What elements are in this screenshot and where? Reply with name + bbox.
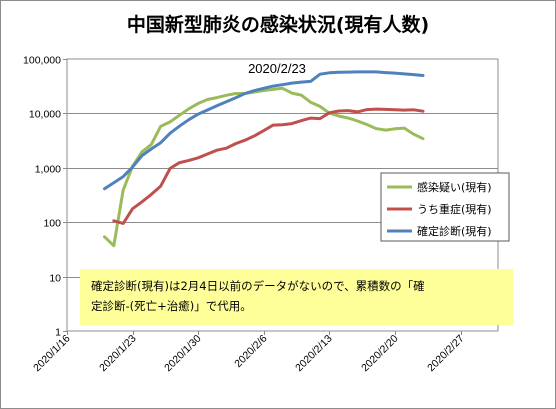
y-tick-label: 1 [55,327,61,339]
note-background [80,269,513,325]
x-tick-label: 2020/1/30 [162,333,204,375]
series-line-2 [103,70,425,191]
x-tick-label: 2020/2/6 [232,333,269,370]
y-tick-label: 10,000 [29,109,61,121]
x-tick-label: 2020/2/20 [359,333,401,375]
y-tick-label: 10 [49,273,61,285]
legend: 感染疑い(現有) うち重症(現有) 確定診断(現有) [380,172,510,242]
y-tick-label: 100,000 [23,55,61,67]
x-tick-label: 2020/1/23 [97,333,139,375]
legend-box [380,172,510,242]
series-line-0 [103,86,425,248]
legend-label-2: 確定診断(現有) [417,224,492,238]
legend-label-0: 感染疑い(現有) [417,180,492,194]
x-tick-label: 2020/1/16 [31,333,73,375]
chart-title: 中国新型肺炎の感染状況(現有人数) [127,13,429,36]
date-annotation: 2020/2/23 [248,61,306,76]
series-line-1 [112,107,425,225]
note-text-line-2: 定診断-(死亡+治癒)」で代用。 [91,299,252,313]
series-layer [103,70,425,248]
x-tick-label: 2020/2/13 [293,333,335,375]
legend-label-1: うち重症(現有) [417,202,492,216]
y-tick-label: 100 [43,218,61,230]
note-box: 確定診断(現有)は2月4日以前のデータがないので、累積数の「確 定診断-(死亡+… [80,269,513,325]
x-tick-label: 2020/2/27 [425,333,467,375]
y-tick-label: 1,000 [35,164,61,176]
note-text-line-1: 確定診断(現有)は2月4日以前のデータがないので、累積数の「確 [91,279,425,293]
